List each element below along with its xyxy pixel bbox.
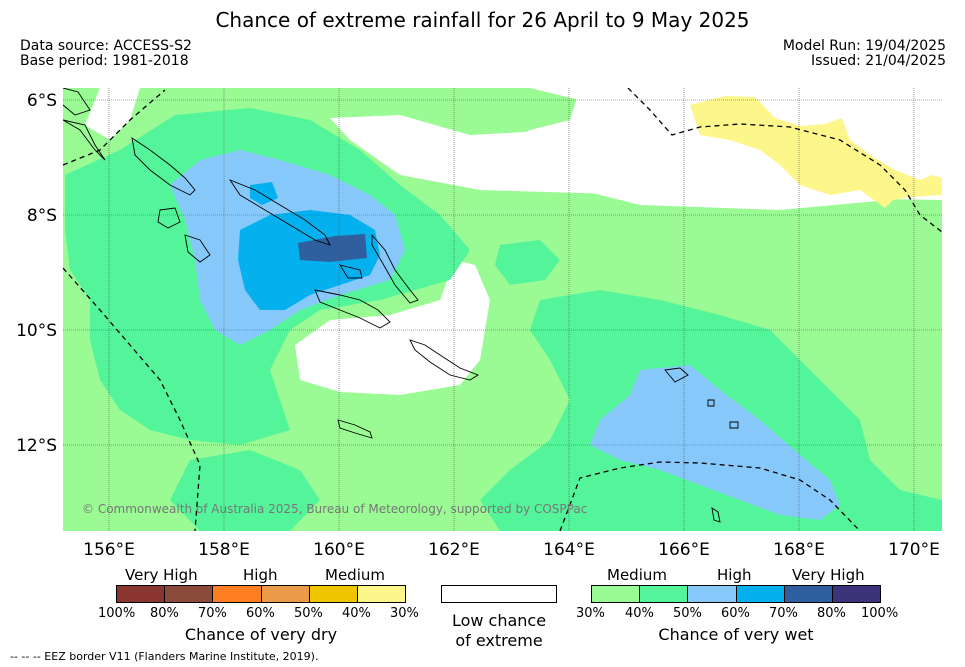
lon-label: 168°E [773, 540, 825, 560]
wet-tick: 70% [769, 606, 798, 621]
dry-category-high: High [243, 566, 278, 584]
wet-swatch [832, 586, 881, 602]
wet-50-60-region [590, 365, 840, 520]
map-title: Chance of extreme rainfall for 26 April … [215, 8, 750, 32]
wet-swatch [592, 586, 641, 602]
low-chance-region [85, 88, 140, 140]
lon-label: 160°E [313, 540, 365, 560]
lat-label: 8°S [27, 206, 57, 226]
wet-70-80-region [298, 234, 367, 262]
wet-tick: 40% [625, 606, 654, 621]
lon-label: 166°E [658, 540, 710, 560]
model-run-label: Model Run: 19/04/2025 [782, 38, 946, 54]
wet-tick: 30% [576, 606, 605, 621]
wet-swatch [736, 586, 785, 602]
dry-swatch [117, 586, 166, 602]
base-period-label: Base period: 1981-2018 [20, 53, 189, 69]
issued-label: Issued: 21/04/2025 [811, 53, 946, 69]
wet-40-50-region [495, 240, 560, 285]
wet-40-50-region [170, 450, 320, 531]
dry-color-bar [116, 585, 406, 603]
dry-tick: 30% [390, 606, 419, 621]
dry-category-medium: Medium [325, 566, 385, 584]
eez-footnote: -- -- -- EEZ border V11 (Flanders Marine… [10, 650, 319, 663]
lon-label: 156°E [83, 540, 135, 560]
dry-caption: Chance of very dry [184, 625, 338, 644]
copyright-notice: © Commonwealth of Australia 2025, Bureau… [82, 502, 588, 516]
coastlines [63, 88, 739, 523]
data-source-label: Data source: ACCESS-S2 [20, 38, 192, 54]
low-chance-caption-line2: of extreme [455, 631, 543, 650]
wet-swatch [640, 586, 689, 602]
eez-borders [63, 88, 942, 531]
dry-tick: 100% [98, 606, 136, 621]
lon-label: 158°E [198, 540, 250, 560]
low-chance-region [295, 260, 490, 395]
wet-swatch [688, 586, 737, 602]
lon-label: 162°E [428, 540, 480, 560]
dry-swatch [261, 586, 310, 602]
dry-30-40-region [690, 96, 942, 208]
dry-tick: 40% [342, 606, 371, 621]
wet-swatch [784, 586, 833, 602]
dry-tick: 60% [246, 606, 275, 621]
lat-label: 10°S [16, 321, 57, 341]
dry-swatch [165, 586, 214, 602]
wet-tick: 60% [721, 606, 750, 621]
rainfall-map: 6°S 8°S 10°S 12°S 156°E 158°E 160°E 162°… [16, 88, 942, 560]
wet-category-very-high: Very High [792, 566, 865, 584]
low-chance-caption-line1: Low chance [451, 611, 547, 630]
lon-label: 164°E [543, 540, 595, 560]
wet-tick: 50% [673, 606, 702, 621]
dry-swatch [357, 586, 406, 602]
dry-tick: 70% [198, 606, 227, 621]
dry-tick: 80% [150, 606, 179, 621]
wet-category-medium: Medium [607, 566, 667, 584]
lon-label: 170°E [888, 540, 940, 560]
dry-category-very-high: Very High [125, 566, 198, 584]
wet-tick: 100% [861, 606, 899, 621]
dry-tick: 50% [294, 606, 323, 621]
dry-swatch [309, 586, 358, 602]
lat-label: 6°S [27, 91, 57, 111]
dry-swatch [213, 586, 262, 602]
wet-color-bar [591, 585, 881, 603]
lat-label: 12°S [16, 436, 57, 456]
grid-lines [63, 88, 942, 531]
low-chance-swatch [441, 585, 557, 603]
wet-tick: 80% [817, 606, 846, 621]
wet-category-high: High [717, 566, 752, 584]
wet-caption: Chance of very wet [658, 625, 814, 644]
